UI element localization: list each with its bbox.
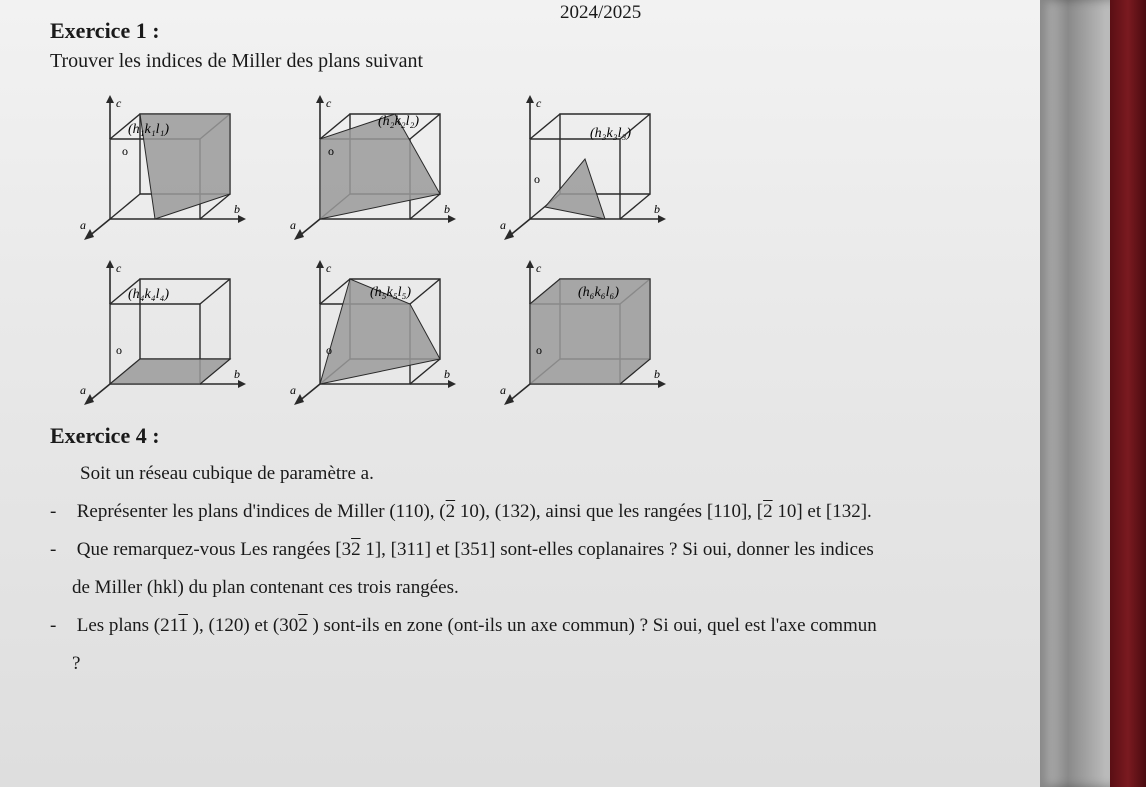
exercice1-title: Exercice 1 : (50, 18, 1000, 44)
origin: o (122, 144, 128, 158)
exercice1-instruction: Trouver les indices de Miller des plans … (50, 50, 1000, 73)
origin: o (326, 343, 332, 357)
ex4-l4-bar2: 2 (298, 615, 308, 636)
cubes-block: c⃗ b⃗ a⃗ o (h₁k₁l₁) (70, 89, 1000, 409)
academic-year: 2024/2025 (560, 2, 641, 24)
ex4-l3-mid: 1], [311] et [351] sont-elles coplanaire… (361, 539, 874, 560)
ex4-l2-bar1: 2 (446, 501, 456, 522)
ex4-line4: - Les plans (211 ), (120) et (302 ) sont… (50, 607, 1000, 645)
origin: o (116, 343, 122, 357)
cube-2: c⃗ b⃗ a⃗ o (h₂k₂l₂) (280, 89, 460, 244)
cube-3-svg: c⃗ b⃗ a⃗ o (h₃k₃l₃) (490, 89, 670, 244)
ex4-l2-pre: Représenter les plans d'indices de Mille… (77, 501, 446, 522)
origin: o (328, 144, 334, 158)
axis-a: a⃗ (500, 218, 515, 232)
axis-b: b⃗ (444, 367, 459, 381)
cubes-row-1: c⃗ b⃗ a⃗ o (h₁k₁l₁) (70, 89, 1000, 244)
axis-a: a⃗ (80, 218, 95, 232)
ex4-l3-bar1: 2 (351, 539, 361, 560)
axis-a: a⃗ (500, 383, 515, 397)
exercice4-title: Exercice 4 : (50, 423, 1000, 449)
axis-c: c⃗ (326, 261, 341, 275)
cube-1: c⃗ b⃗ a⃗ o (h₁k₁l₁) (70, 89, 250, 244)
ex4-line2: - Représenter les plans d'indices de Mil… (50, 493, 1000, 531)
axis-c: c⃗ (536, 96, 551, 110)
page: 2024/2025 Exercice 1 : Trouver les indic… (0, 0, 1040, 787)
cube-4-label: (h₄k₄l₄) (128, 287, 169, 302)
page-edge-strip (1110, 0, 1146, 787)
cube-6-label: (h₆k₆l₆) (578, 285, 619, 300)
axis-b: b⃗ (654, 367, 669, 381)
axis-c: c⃗ (116, 261, 131, 275)
axis-a: a⃗ (80, 383, 95, 397)
ex4-l4-mid: ), (120) et (30 (188, 615, 298, 636)
cube-2-svg: c⃗ b⃗ a⃗ o (h₂k₂l₂) (280, 89, 460, 244)
axis-b: b⃗ (654, 202, 669, 216)
cubes-row-2: c⃗ b⃗ a⃗ o (h₄k₄l₄) (70, 254, 1000, 409)
ex4-l2-post: 10] et [132]. (773, 501, 872, 522)
ex4-line3b: de Miller (hkl) du plan contenant ces tr… (72, 569, 1000, 607)
cube-2-label: (h₂k₂l₂) (378, 114, 419, 129)
cube-5: c⃗ b⃗ a⃗ o (h₅k₅l₅) (280, 254, 460, 409)
origin: o (534, 172, 540, 186)
cube-6: c⃗ b⃗ a⃗ o (h₆k₆l₆) (490, 254, 670, 409)
ex4-l2-bar2: 2 (763, 501, 773, 522)
cube-5-svg: c⃗ b⃗ a⃗ o (h₅k₅l₅) (280, 254, 460, 409)
cube-1-label: (h₁k₁l₁) (128, 122, 169, 137)
cube-3: c⃗ b⃗ a⃗ o (h₃k₃l₃) (490, 89, 670, 244)
axis-a: a⃗ (290, 383, 305, 397)
axis-b: b⃗ (444, 202, 459, 216)
ex4-line3: - Que remarquez-vous Les rangées [32 1],… (50, 531, 1000, 569)
axis-b: b⃗ (234, 367, 249, 381)
cube-4: c⃗ b⃗ a⃗ o (h₄k₄l₄) (70, 254, 250, 409)
cube-1-svg: c⃗ b⃗ a⃗ o (h₁k₁l₁) (70, 89, 250, 244)
ex4-line1: Soit un réseau cubique de paramètre a. (80, 455, 1000, 493)
cube-3-label: (h₃k₃l₃) (590, 126, 631, 141)
axis-b: b⃗ (234, 202, 249, 216)
ex4-l3-pre: Que remarquez-vous Les rangées [3 (77, 539, 351, 560)
ex4-l4-post: ) sont-ils en zone (ont-ils un axe commu… (308, 615, 877, 636)
axis-c: c⃗ (116, 96, 131, 110)
ex4-l2-mid1: 10), (132), ainsi que les rangées [110],… (455, 501, 763, 522)
cube-4-svg: c⃗ b⃗ a⃗ o (h₄k₄l₄) (70, 254, 250, 409)
exercice4-body: Soit un réseau cubique de paramètre a. -… (50, 455, 1000, 683)
ex4-l4-pre: Les plans (21 (77, 615, 179, 636)
cube-6-svg: c⃗ b⃗ a⃗ o (h₆k₆l₆) (490, 254, 670, 409)
axis-c: c⃗ (536, 261, 551, 275)
cube-5-label: (h₅k₅l₅) (370, 285, 411, 300)
ex4-line5: ? (72, 645, 1000, 683)
ex4-l4-bar1: 1 (178, 615, 188, 636)
axis-c: c⃗ (326, 96, 341, 110)
axis-a: a⃗ (290, 218, 305, 232)
origin: o (536, 343, 542, 357)
